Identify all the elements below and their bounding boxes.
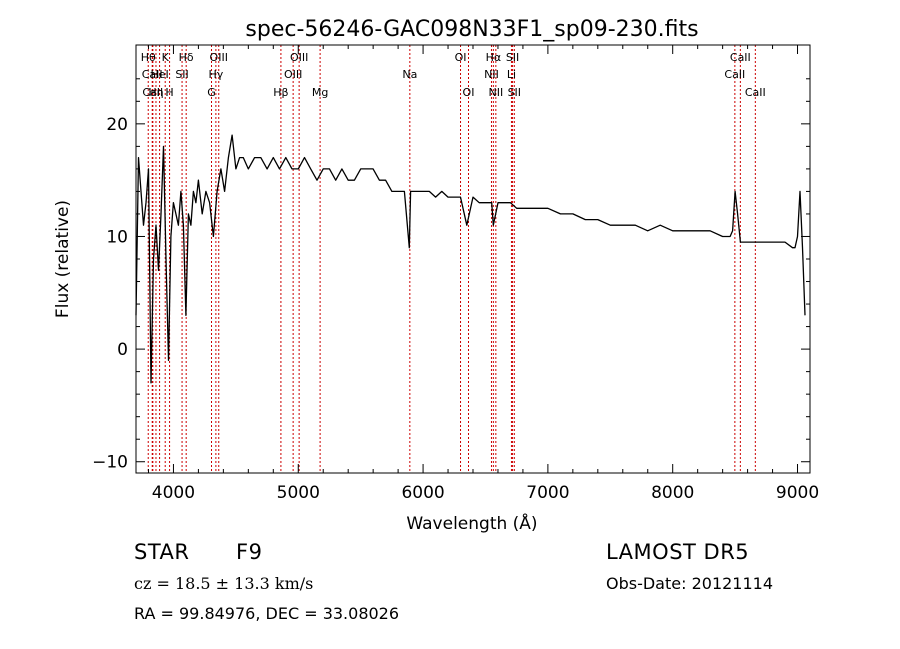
spectral-line-label: OIII — [284, 68, 302, 81]
x-tick-label: 5000 — [277, 483, 320, 503]
x-axis: 4000 5000 6000 7000 8000 9000 — [147, 45, 819, 503]
spectral-line-label: Hθ — [141, 51, 156, 64]
spectral-line-label: OI — [455, 51, 467, 64]
x-tick-label: 4000 — [152, 483, 195, 503]
y-tick-label: 0 — [117, 340, 128, 360]
y-tick-label: 10 — [106, 227, 128, 247]
chart-title: spec-56246-GAC098N33F1_sp09-230.fits — [245, 17, 698, 42]
spectral-line-label: CaII — [142, 68, 163, 81]
observation-date: Obs-Date: 20121114 — [606, 574, 774, 593]
spectral-line-label: OI — [463, 86, 475, 99]
spectral-line-label: NII — [488, 86, 503, 99]
spectral-line-label: SII — [506, 51, 519, 64]
spectral-line-label: K — [162, 51, 170, 64]
x-tick-label: 6000 — [401, 483, 444, 503]
x-tick-label: 7000 — [526, 483, 569, 503]
object-class: STAR — [134, 540, 190, 564]
spectral-line-label: NII — [484, 68, 499, 81]
object-subclass: F9 — [236, 540, 263, 564]
spectral-line-label: Hβ — [273, 86, 288, 99]
spectral-line-label: Mg — [312, 86, 328, 99]
redshift-line: cz = 18.5 ± 13.3 km/s — [134, 574, 314, 593]
coordinates: RA = 99.84976, DEC = 33.08026 — [134, 604, 400, 623]
x-axis-label: Wavelength (Å) — [406, 512, 537, 534]
x-tick-label: 8000 — [651, 483, 694, 503]
spectrum-line — [135, 134, 806, 384]
spectral-line-label: Hδ — [179, 51, 194, 64]
spectral-line-label: Hη — [148, 86, 163, 99]
spectral-line-label: Na — [402, 68, 417, 81]
spectral-line-label: OIII — [290, 51, 308, 64]
spectral-line-label: SII — [175, 68, 188, 81]
spectral-line-label: CaII — [730, 51, 751, 64]
y-axis-label: Flux (relative) — [53, 200, 73, 318]
spectral-line-label: Hα — [486, 51, 502, 64]
spectral-line-label: G — [207, 86, 216, 99]
spectral-line-label: CaII — [745, 86, 766, 99]
spectral-line-label: OIII — [210, 51, 228, 64]
spectral-line-label: CaII — [142, 86, 163, 99]
plot-frame — [135, 44, 811, 474]
spectral-line-label: SII — [508, 86, 521, 99]
spectral-line-labels: HθCaIICaIIHηHeIKHSIIHδGHγOIIIHβOIIIOIIIM… — [141, 51, 766, 99]
spectral-line-label: CaII — [724, 68, 745, 81]
spectral-line-label: HeI — [150, 68, 168, 81]
spectral-line-label: Hγ — [208, 68, 223, 81]
y-axis: −10 0 10 20 — [92, 78, 810, 473]
y-tick-label: −10 — [92, 453, 128, 473]
y-tick-label: 20 — [106, 115, 128, 135]
x-tick-label: 9000 — [776, 483, 819, 503]
spectral-line-label: Li — [507, 68, 516, 81]
spectral-line-label: H — [165, 86, 173, 99]
survey-label: LAMOST DR5 — [606, 540, 750, 564]
spectral-line-markers — [147, 45, 756, 473]
